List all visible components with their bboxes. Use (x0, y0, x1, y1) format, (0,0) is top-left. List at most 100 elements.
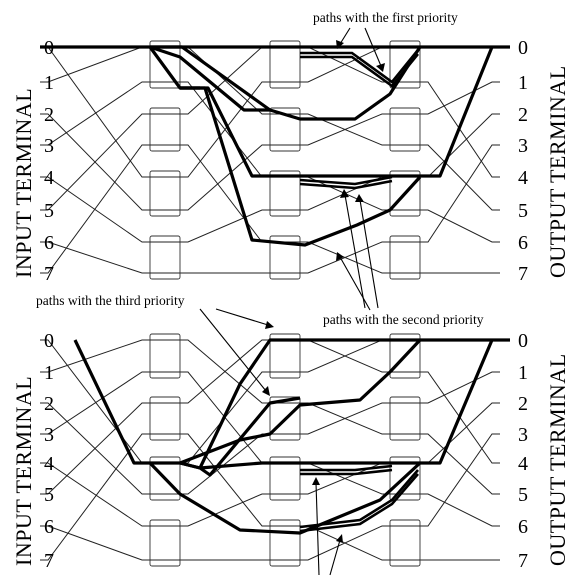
terminal-number: 0 (44, 37, 54, 59)
priority-path (150, 45, 271, 112)
input-terminal-label-bottom: INPUT TERMINAL (11, 376, 36, 566)
link-line (40, 402, 150, 495)
terminal-number: 4 (518, 167, 528, 189)
priority-path (179, 396, 301, 477)
terminal-number: 1 (518, 72, 528, 94)
terminal-number: 7 (518, 550, 528, 572)
output-terminal-label-top: OUTPUT TERMINAL (545, 65, 570, 278)
link-line (180, 81, 270, 178)
link-line (180, 144, 270, 211)
terminal-number: 5 (518, 200, 528, 222)
terminal-number: 4 (44, 167, 54, 189)
link-line (40, 371, 150, 435)
switch-element (269, 170, 301, 217)
link-line (180, 433, 270, 527)
link-line (40, 113, 150, 211)
link-line (40, 339, 150, 464)
input-terminal-label-top: INPUT TERMINAL (11, 88, 36, 278)
terminal-number: 2 (44, 104, 54, 126)
priority-path (148, 46, 200, 90)
switch-element (389, 519, 421, 567)
terminal-number: 4 (518, 453, 528, 475)
priority-path (148, 461, 422, 535)
switch-element (149, 107, 181, 152)
switch-element (389, 107, 421, 152)
third-priority-annotation: paths with the third priority (36, 293, 185, 308)
output-numbers-top: 0 1 2 3 4 5 6 7 (518, 37, 528, 285)
link-line (180, 493, 270, 527)
priority-path-double (300, 53, 420, 88)
annotation-arrows (199, 27, 385, 576)
terminal-number: 0 (44, 330, 54, 352)
link-line (420, 209, 500, 243)
priority-path-double (299, 469, 419, 529)
link-line (420, 144, 500, 211)
output-numbers-bottom: 0 1 2 3 4 5 6 7 (518, 330, 528, 572)
input-numbers-top: 0 1 2 3 4 5 6 7 (44, 37, 54, 285)
terminal-number: 5 (44, 484, 54, 506)
terminal-number: 7 (518, 263, 528, 285)
network-bottom (40, 333, 510, 567)
priority-path-double (299, 473, 419, 533)
terminal-number: 3 (44, 424, 54, 446)
switch-element (269, 333, 301, 379)
link-line (40, 241, 150, 274)
priority-path (180, 86, 422, 247)
terminal-number: 6 (518, 516, 528, 538)
switch-element (149, 235, 181, 280)
terminal-number: 5 (518, 484, 528, 506)
terminal-number: 7 (44, 550, 54, 572)
link-line (40, 144, 150, 274)
terminal-number: 1 (44, 72, 54, 94)
link-line (300, 113, 390, 146)
link-line (300, 402, 390, 435)
switch-element (269, 519, 301, 567)
priority-path (149, 45, 422, 121)
switch-element (149, 333, 181, 379)
link-line (300, 339, 390, 373)
input-numbers-bottom: 0 1 2 3 4 5 6 7 (44, 330, 54, 572)
link-line (420, 433, 500, 527)
second-priority-annotation: paths with the second priority (323, 312, 484, 327)
network-top (40, 40, 510, 280)
terminal-number: 3 (518, 424, 528, 446)
switch-element (269, 107, 301, 152)
link-line (40, 525, 150, 561)
link-line (40, 46, 150, 83)
priority-path-double (299, 179, 393, 190)
link-line (420, 433, 500, 495)
terminal-number: 7 (44, 263, 54, 285)
switch-element (149, 519, 181, 567)
terminal-number: 2 (44, 393, 54, 415)
link-line (40, 81, 150, 146)
terminal-number: 3 (44, 135, 54, 157)
link-line (300, 241, 390, 274)
switch-element (269, 40, 301, 89)
switch-element (389, 396, 421, 441)
switch-element (269, 235, 301, 280)
link-line (420, 493, 500, 527)
link-line (40, 462, 150, 527)
terminal-number: 6 (44, 516, 54, 538)
priority-path-double (299, 175, 393, 186)
link-line (180, 339, 270, 404)
priority-path-double (300, 49, 420, 84)
link-line (40, 433, 150, 561)
priority-path-double (300, 464, 393, 472)
link-line (40, 339, 150, 373)
priority-path (199, 339, 494, 470)
switch-element (149, 396, 181, 441)
link-line (180, 144, 270, 243)
terminal-number: 0 (518, 37, 528, 59)
link-line (420, 371, 500, 404)
link-line (300, 525, 390, 561)
terminal-number: 3 (518, 135, 528, 157)
link-line (420, 81, 500, 115)
switch-element (149, 170, 181, 217)
priority-path-double (300, 468, 393, 476)
terminal-number: 2 (518, 393, 528, 415)
terminal-number: 1 (44, 362, 54, 384)
link-line (420, 144, 500, 243)
terminal-number: 1 (518, 362, 528, 384)
switch-element (389, 235, 421, 280)
